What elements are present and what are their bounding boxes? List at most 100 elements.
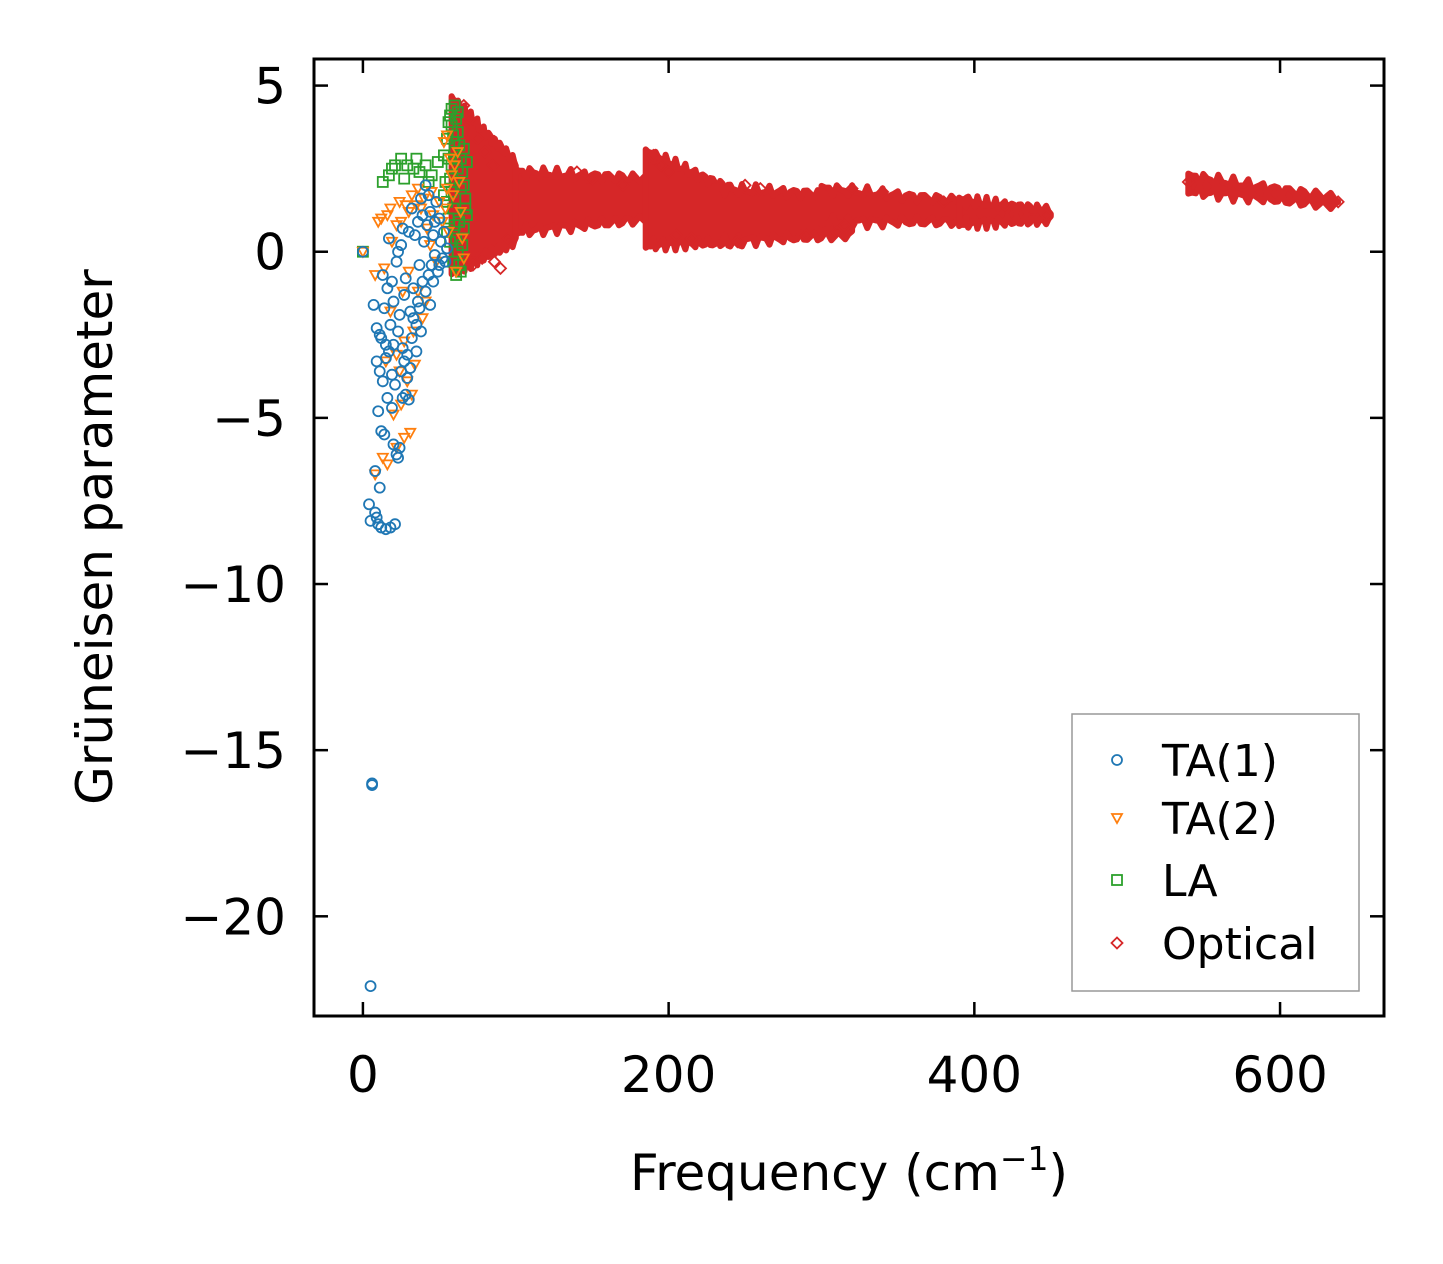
y-axis: 5 0 −5 −10 −15 −20	[180, 58, 1384, 946]
data-point	[457, 253, 471, 266]
data-point	[416, 209, 429, 222]
data-point	[369, 465, 382, 477]
data-point	[389, 518, 401, 531]
y-tick-label: 0	[254, 224, 286, 282]
data-point	[448, 99, 461, 112]
data-point	[684, 231, 699, 246]
data-point	[374, 213, 388, 226]
data-point	[401, 159, 414, 172]
y-tick-label: −20	[180, 888, 286, 946]
data-point	[403, 427, 417, 440]
axes-frame	[312, 57, 1386, 1018]
data-point	[438, 225, 450, 238]
optical-band	[448, 93, 519, 278]
data-point	[439, 176, 452, 188]
data-point	[370, 511, 383, 524]
data-point	[475, 251, 489, 266]
data-point	[478, 145, 492, 159]
data-point	[413, 302, 426, 315]
legend-label: TA(1)	[1161, 736, 1278, 787]
optical-band	[1185, 170, 1342, 212]
data-point	[615, 178, 630, 193]
data-point	[415, 313, 430, 326]
x-tick-label: 400	[927, 1046, 1022, 1104]
data-point	[443, 153, 457, 166]
data-point	[407, 282, 420, 295]
data-point	[661, 165, 676, 179]
series-optical	[448, 93, 1345, 278]
data-point	[428, 215, 441, 228]
data-point	[1181, 175, 1196, 189]
data-point	[463, 112, 477, 126]
data-point	[486, 158, 500, 173]
data-point	[402, 393, 415, 406]
x-tick-label: 200	[621, 1046, 716, 1104]
data-point	[393, 441, 406, 454]
legend: TA(1) TA(2) LA Optical	[1071, 713, 1360, 992]
data-point	[376, 452, 390, 465]
data-point	[1331, 195, 1345, 209]
data-point	[419, 285, 432, 298]
data-point	[408, 229, 421, 242]
y-tick-label: 5	[254, 58, 286, 116]
data-point	[402, 225, 415, 238]
data-point	[398, 289, 411, 301]
data-point	[449, 266, 463, 279]
data-point	[445, 170, 459, 183]
data-point	[376, 269, 389, 281]
x-tick-label: 0	[347, 1046, 379, 1104]
y-axis-label: Grüneisen parameter	[66, 269, 124, 805]
legend-label: TA(2)	[1161, 794, 1278, 845]
series-ta-1	[357, 179, 453, 992]
data-point	[448, 160, 462, 173]
data-point	[366, 779, 378, 791]
data-point	[669, 228, 684, 242]
data-point	[427, 229, 440, 242]
data-point	[738, 178, 752, 193]
data-point	[466, 258, 480, 272]
data-point	[431, 265, 444, 278]
data-point	[442, 116, 455, 129]
data-point	[395, 239, 408, 251]
data-point	[397, 336, 411, 349]
x-axis-label-end: )	[1049, 1144, 1069, 1202]
y-tick-label: −5	[212, 390, 286, 448]
data-point	[460, 156, 473, 168]
data-point	[445, 119, 458, 132]
data-point	[389, 378, 401, 391]
data-point	[381, 392, 394, 404]
data-point	[398, 172, 411, 185]
data-point	[357, 245, 369, 258]
data-point	[430, 195, 443, 208]
data-point	[441, 226, 456, 239]
legend-label: LA	[1162, 856, 1218, 907]
data-point	[414, 203, 428, 216]
data-point	[654, 158, 668, 173]
legend-marker	[1111, 874, 1123, 886]
data-point	[425, 187, 439, 199]
data-point	[501, 231, 515, 246]
legend-marker	[1111, 754, 1123, 766]
data-point	[415, 325, 427, 338]
data-point	[570, 165, 584, 179]
data-point	[450, 232, 463, 245]
legend-label: Optical	[1162, 919, 1317, 970]
data-point	[730, 234, 745, 249]
data-point	[453, 215, 466, 228]
data-point	[386, 409, 401, 422]
data-point	[998, 198, 1012, 212]
data-point	[386, 275, 398, 288]
data-point	[646, 148, 661, 163]
data-point	[407, 312, 420, 325]
data-point	[380, 459, 394, 472]
data-point	[493, 261, 508, 276]
data-point	[837, 218, 852, 232]
data-point	[382, 169, 395, 182]
data-point	[439, 255, 452, 268]
data-point	[437, 137, 451, 149]
data-point	[363, 498, 375, 511]
data-point	[440, 130, 454, 143]
data-point	[452, 177, 466, 189]
data-point	[447, 255, 460, 268]
